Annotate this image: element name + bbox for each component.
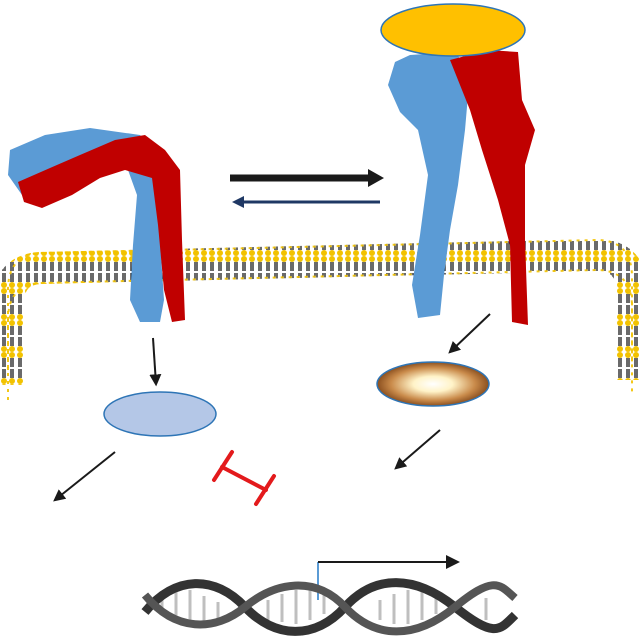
active-pathway-arrow xyxy=(448,313,491,354)
inactive-receptor-red-subunit xyxy=(18,135,185,322)
inactive-receptor xyxy=(8,128,185,322)
inactive-effector-arrow xyxy=(53,451,116,502)
active-receptor xyxy=(388,50,535,325)
lipid-bilayer-membrane xyxy=(0,238,640,400)
inhibition-bar-icon xyxy=(212,450,276,506)
transcription-start-arrow-icon xyxy=(317,555,460,600)
active-effector-arrow xyxy=(394,429,441,470)
inactive-pathway-arrow xyxy=(149,337,162,387)
active-receptor-blue-subunit xyxy=(388,52,470,318)
active-effector xyxy=(376,361,490,407)
ligand xyxy=(380,3,526,57)
equilibrium-arrows-icon xyxy=(230,169,384,208)
inactive-effector xyxy=(103,391,217,437)
active-receptor-red-subunit xyxy=(450,50,535,325)
dna-double-helix-icon xyxy=(141,578,519,636)
